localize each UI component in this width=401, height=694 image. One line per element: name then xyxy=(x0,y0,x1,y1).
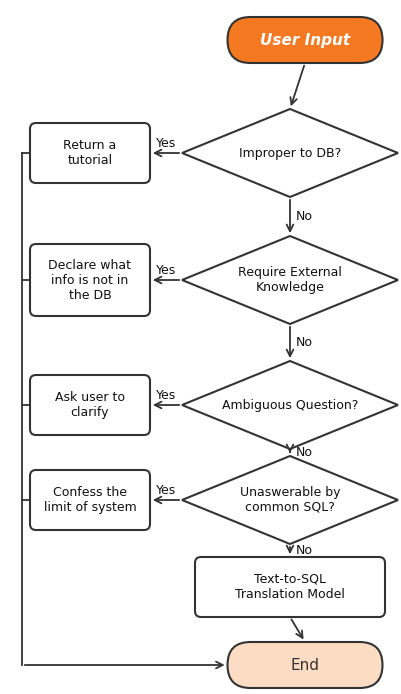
Text: No: No xyxy=(295,336,312,349)
Text: No: No xyxy=(295,544,312,557)
Polygon shape xyxy=(182,361,397,449)
Text: Improper to DB?: Improper to DB? xyxy=(238,146,340,160)
Text: Text-to-SQL
Translation Model: Text-to-SQL Translation Model xyxy=(235,573,344,601)
Polygon shape xyxy=(182,456,397,544)
FancyBboxPatch shape xyxy=(30,244,150,316)
Text: Ambiguous Question?: Ambiguous Question? xyxy=(221,398,357,412)
Polygon shape xyxy=(182,236,397,324)
FancyBboxPatch shape xyxy=(30,470,150,530)
Text: Confess the
limit of system: Confess the limit of system xyxy=(44,486,136,514)
Text: Declare what
info is not in
the DB: Declare what info is not in the DB xyxy=(49,258,131,301)
Text: End: End xyxy=(290,657,319,672)
FancyBboxPatch shape xyxy=(227,642,381,688)
Text: Require External
Knowledge: Require External Knowledge xyxy=(237,266,341,294)
FancyBboxPatch shape xyxy=(227,17,381,63)
Text: Yes: Yes xyxy=(156,137,176,149)
Text: User Input: User Input xyxy=(259,33,349,47)
Text: Yes: Yes xyxy=(156,389,176,402)
Text: Ask user to
clarify: Ask user to clarify xyxy=(55,391,125,419)
FancyBboxPatch shape xyxy=(194,557,384,617)
Text: Return a
tutorial: Return a tutorial xyxy=(63,139,116,167)
Polygon shape xyxy=(182,109,397,197)
Text: Yes: Yes xyxy=(156,484,176,496)
Text: No: No xyxy=(295,210,312,223)
Text: Unaswerable by
common SQL?: Unaswerable by common SQL? xyxy=(239,486,339,514)
FancyBboxPatch shape xyxy=(30,123,150,183)
Text: Yes: Yes xyxy=(156,264,176,276)
Text: No: No xyxy=(295,446,312,459)
FancyBboxPatch shape xyxy=(30,375,150,435)
